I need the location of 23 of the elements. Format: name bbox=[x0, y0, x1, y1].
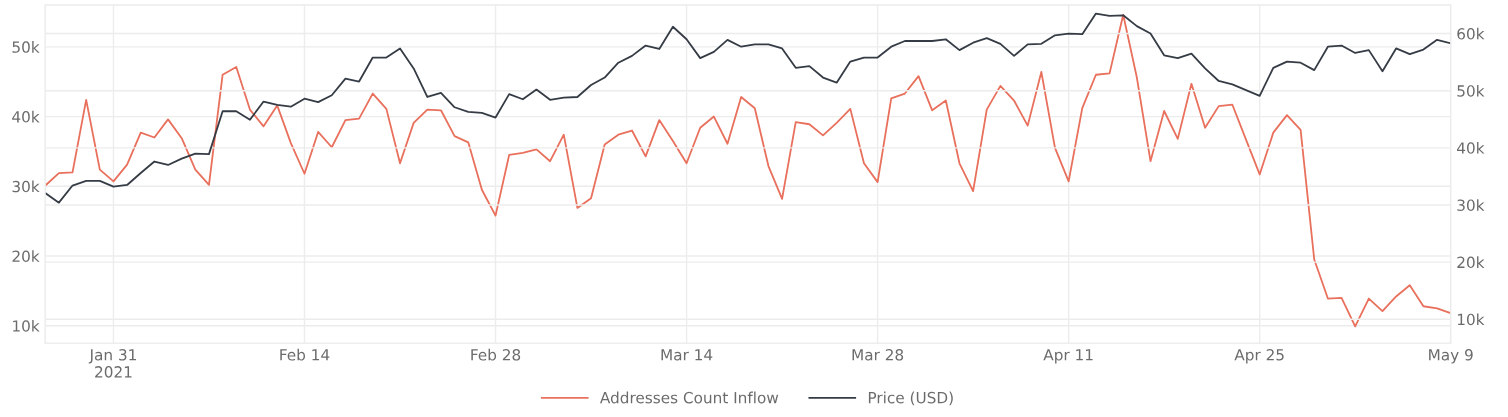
x-tick-label: Mar 14 bbox=[661, 349, 713, 361]
line-series bbox=[45, 12, 1451, 204]
legend-label: Addresses Count Inflow bbox=[600, 391, 779, 404]
line-series bbox=[45, 13, 1451, 328]
x-tick-label: Apr 25 bbox=[1234, 349, 1284, 364]
y2-tick-label: 10k bbox=[1457, 313, 1485, 326]
x-tick-label: Apr 11 bbox=[1043, 349, 1093, 364]
y-tick-label: 50k bbox=[12, 41, 40, 53]
x-tick-label: Jan 31 2021 bbox=[88, 349, 136, 378]
x-tick-label: Mar 28 bbox=[852, 349, 904, 361]
y-tick-label: 10k bbox=[13, 319, 40, 332]
x-tick-label: Feb 28 bbox=[471, 348, 521, 361]
y-tick-label: 40k bbox=[12, 110, 40, 123]
y-tick-label: 30k bbox=[12, 180, 40, 193]
y2-tick-label: 30k bbox=[1457, 199, 1485, 211]
y2-tick-label: 20k bbox=[1457, 256, 1485, 269]
y2-tick-label: 40k bbox=[1457, 142, 1485, 154]
x-tick-label: May 9 bbox=[1429, 349, 1473, 364]
y2-tick-label: 50k bbox=[1457, 84, 1485, 97]
y2-tick-label: 60k bbox=[1457, 27, 1485, 40]
y-tick-label: 20k bbox=[12, 250, 40, 263]
legend-label: Price (USD) bbox=[868, 391, 953, 406]
x-tick-label: Feb 14 bbox=[280, 348, 330, 361]
